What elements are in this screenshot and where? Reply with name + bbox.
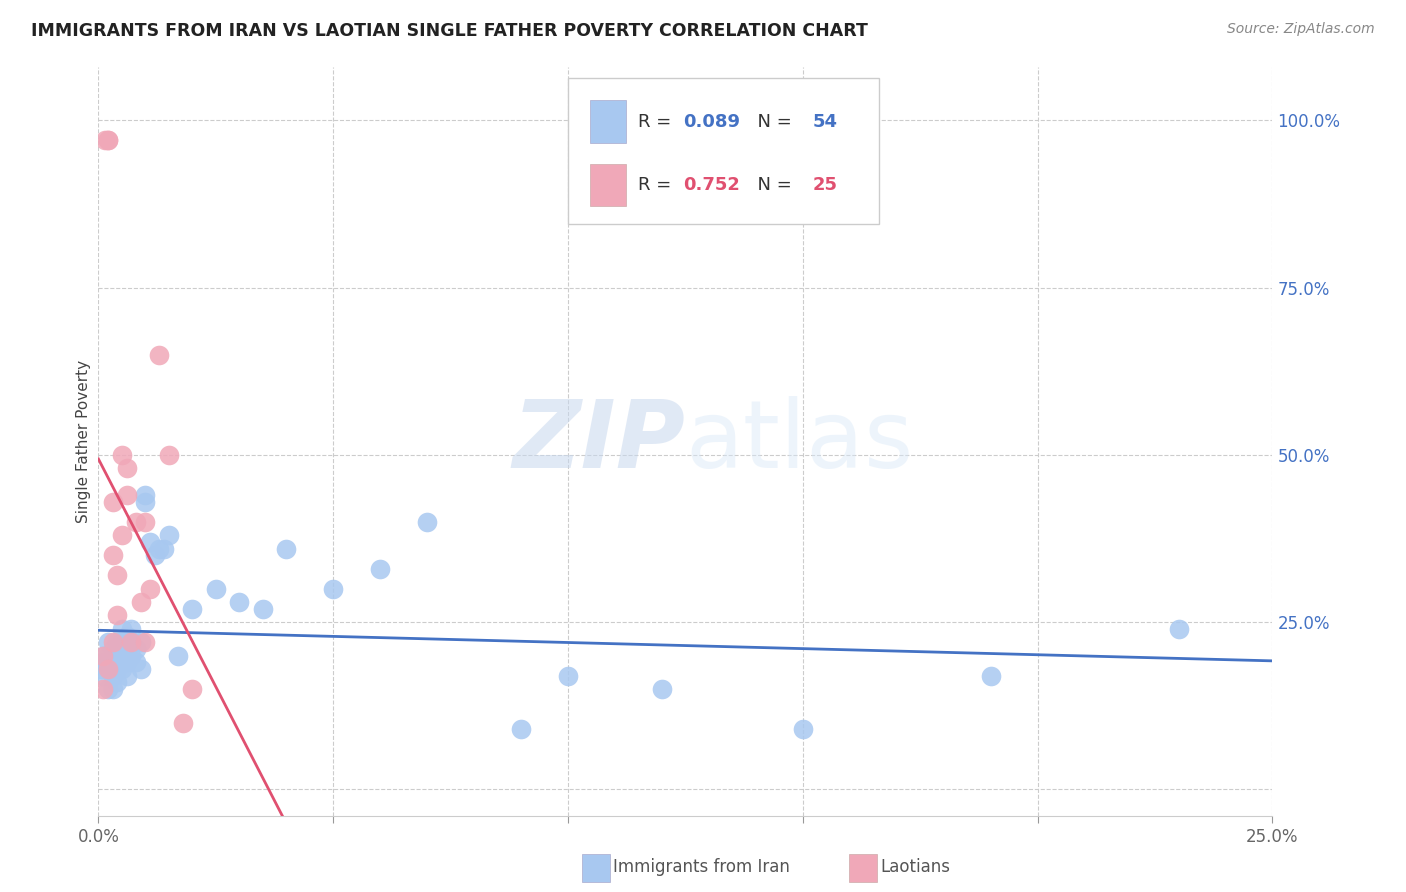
Text: 54: 54	[813, 112, 837, 130]
Point	[125, 642, 148, 657]
Point	[181, 682, 204, 697]
Point	[97, 662, 120, 676]
Text: 25: 25	[813, 177, 837, 194]
Point	[120, 622, 142, 636]
FancyBboxPatch shape	[591, 100, 626, 143]
Point	[101, 635, 124, 649]
Point	[115, 628, 138, 642]
Point	[115, 655, 138, 669]
Point	[120, 635, 142, 649]
Point	[105, 648, 128, 663]
Point	[91, 669, 114, 683]
Point	[115, 461, 138, 475]
Point	[101, 648, 124, 663]
Point	[167, 648, 190, 663]
Point	[148, 541, 170, 556]
Point	[91, 682, 114, 697]
Point	[416, 515, 439, 529]
Text: ZIP: ZIP	[513, 395, 686, 488]
Point	[651, 682, 673, 697]
Point	[91, 648, 114, 663]
Point	[228, 595, 250, 609]
Text: 0.752: 0.752	[683, 177, 740, 194]
Point	[111, 448, 134, 462]
Point	[134, 635, 156, 649]
Point	[111, 635, 134, 649]
Point	[129, 595, 152, 609]
Point	[111, 528, 134, 542]
Point	[105, 608, 128, 623]
Point	[101, 494, 124, 508]
Point	[97, 682, 120, 697]
Point	[134, 515, 156, 529]
Text: N =: N =	[747, 177, 799, 194]
Point	[368, 562, 391, 576]
Text: N =: N =	[747, 112, 799, 130]
Point	[94, 134, 117, 148]
Point	[111, 622, 134, 636]
Point	[157, 528, 180, 542]
Point	[125, 655, 148, 669]
Point	[120, 635, 142, 649]
Point	[105, 568, 128, 582]
Text: Source: ZipAtlas.com: Source: ZipAtlas.com	[1227, 22, 1375, 37]
Point	[101, 655, 124, 669]
Point	[153, 541, 176, 556]
Point	[101, 682, 124, 697]
Point	[120, 648, 142, 663]
Point	[510, 723, 533, 737]
Point	[105, 635, 128, 649]
Point	[105, 662, 128, 676]
Point	[557, 669, 579, 683]
Point	[115, 488, 138, 502]
FancyBboxPatch shape	[568, 78, 879, 224]
Text: R =: R =	[638, 177, 678, 194]
Point	[97, 648, 120, 663]
Point	[129, 662, 152, 676]
Point	[115, 642, 138, 657]
Point	[143, 548, 166, 563]
Text: R =: R =	[638, 112, 678, 130]
Point	[97, 635, 120, 649]
Point	[1167, 622, 1189, 636]
Text: Immigrants from Iran: Immigrants from Iran	[613, 858, 790, 876]
Point	[129, 635, 152, 649]
Point	[91, 648, 114, 663]
Point	[94, 655, 117, 669]
Point	[111, 662, 134, 676]
Y-axis label: Single Father Poverty: Single Father Poverty	[76, 360, 91, 523]
Point	[980, 669, 1002, 683]
Point	[125, 515, 148, 529]
Point	[97, 134, 120, 148]
Point	[98, 662, 121, 676]
Point	[111, 648, 134, 663]
Point	[792, 723, 814, 737]
Point	[276, 541, 298, 556]
Text: IMMIGRANTS FROM IRAN VS LAOTIAN SINGLE FATHER POVERTY CORRELATION CHART: IMMIGRANTS FROM IRAN VS LAOTIAN SINGLE F…	[31, 22, 868, 40]
Point	[205, 582, 228, 596]
Point	[322, 582, 344, 596]
Text: atlas: atlas	[686, 395, 914, 488]
Point	[90, 662, 112, 676]
Point	[139, 582, 162, 596]
Text: Laotians: Laotians	[880, 858, 950, 876]
Point	[97, 134, 120, 148]
Point	[157, 448, 180, 462]
Point	[252, 602, 274, 616]
Point	[101, 548, 124, 563]
Point	[148, 348, 170, 362]
Point	[172, 715, 194, 730]
Point	[101, 669, 124, 683]
Point	[134, 494, 156, 508]
Point	[115, 669, 138, 683]
Point	[139, 535, 162, 549]
Point	[181, 602, 204, 616]
Text: 0.089: 0.089	[683, 112, 740, 130]
Point	[101, 642, 124, 657]
FancyBboxPatch shape	[591, 163, 626, 206]
Point	[105, 675, 128, 690]
Point	[134, 488, 156, 502]
